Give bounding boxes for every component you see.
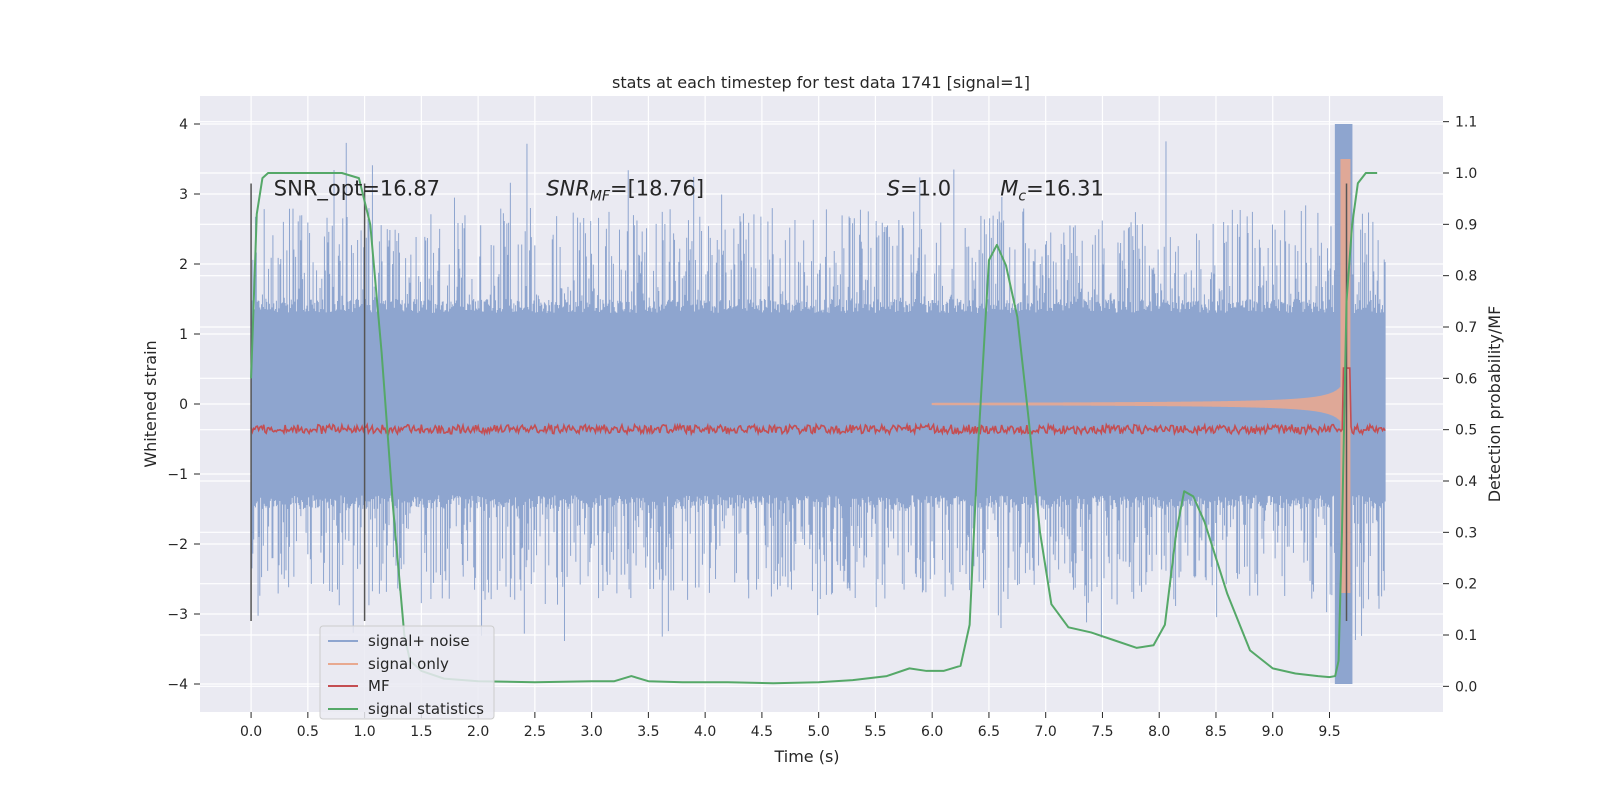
annotations: SNR_opt=16.87 SNRMF=[18.76] S=1.0 Mc=16.31 (274, 177, 1104, 205)
legend-label-mf: MF (368, 677, 390, 695)
legend-label-signal-only: signal only (368, 655, 449, 673)
y-tick-label: 1 (179, 327, 188, 343)
y-axis-label: Whitened strain (141, 340, 160, 467)
y2-tick-label: 0.3 (1455, 525, 1477, 541)
x-tick-label: 2.0 (467, 724, 489, 740)
y2-tick-label: 0.5 (1455, 423, 1477, 439)
x-tick-label: 4.5 (751, 724, 773, 740)
mf-line (250, 367, 1386, 437)
x-tick-label: 3.0 (580, 724, 602, 740)
x-tick-label: 5.0 (808, 724, 830, 740)
x-tick-label: 7.0 (1035, 724, 1057, 740)
y-tick-label: 0 (179, 397, 188, 413)
x-tick-label: 0.0 (240, 724, 262, 740)
x-tick-label: 5.5 (864, 724, 886, 740)
y-tick-label: −1 (167, 467, 188, 483)
x-tick-label: 2.5 (524, 724, 546, 740)
annotation-text: SNR_opt=16.87 (274, 177, 440, 202)
chart-title: stats at each timestep for test data 174… (612, 73, 1030, 92)
y-tick-label: −3 (167, 607, 188, 623)
annotation-text: Mc=16.31 (1000, 177, 1104, 205)
y2-tick-label: 0.1 (1455, 628, 1477, 644)
y2-tick-label: 1.1 (1455, 115, 1477, 131)
x-tick-label: 4.0 (694, 724, 716, 740)
signal-only-series (931, 159, 1351, 593)
x-tick-label: 6.0 (921, 724, 943, 740)
legend-label-signal-statistics: signal statistics (368, 700, 484, 718)
x-axis-label: Time (s) (773, 747, 839, 766)
y-tick-label: 3 (179, 187, 188, 203)
x-tick-label: 1.0 (353, 724, 375, 740)
y-tick-label: −4 (167, 677, 188, 693)
x-tick-label: 8.0 (1148, 724, 1170, 740)
legend-box (319, 625, 495, 720)
x-tick-label: 9.0 (1262, 724, 1284, 740)
x-tick-label: 0.5 (297, 724, 319, 740)
y-tick-label: −2 (167, 537, 188, 553)
legend-label-signal-noise: signal+ noise (368, 632, 470, 650)
y2-tick-label: 0.0 (1455, 679, 1477, 695)
mf-series (250, 367, 1386, 437)
x-axis-ticks: 0.0 0.5 1.0 1.5 2.0 2.5 3.0 3.5 4.0 4.5 5.0 5.5 6.0 6… (240, 712, 1341, 740)
y2-tick-label: 0.9 (1455, 217, 1477, 233)
y2-axis-ticks: 0.0 0.1 0.2 0.3 0.4 0.5 0.6 0.7 0.8 0.9 1.0 1.1 (1443, 115, 1477, 695)
legend: signal+ noise signal only MF signal stat… (319, 625, 495, 720)
signal-statistics-series (250, 172, 1378, 685)
signal-statistics-line (250, 172, 1378, 685)
annotation-text: S=1.0 (887, 177, 951, 201)
x-tick-label: 6.5 (978, 724, 1000, 740)
y2-tick-label: 0.8 (1455, 269, 1477, 285)
signal-only-line (931, 159, 1351, 593)
y-tick-label: 4 (179, 117, 188, 133)
x-tick-label: 8.5 (1205, 724, 1227, 740)
y2-tick-label: 1.0 (1455, 166, 1477, 182)
x-tick-label: 7.5 (1091, 724, 1113, 740)
x-tick-label: 9.5 (1318, 724, 1340, 740)
y2-axis-label: Detection probability/MF (1485, 306, 1504, 503)
x-tick-label: 3.5 (637, 724, 659, 740)
y-axis-ticks: −4 −3 −2 −1 0 1 2 3 4 (167, 117, 200, 693)
x-tick-label: 1.5 (410, 724, 432, 740)
y2-tick-label: 0.6 (1455, 371, 1477, 387)
annotation-text: SNRMF=[18.76] (546, 177, 704, 205)
y2-tick-label: 0.7 (1455, 320, 1477, 336)
y-tick-label: 2 (179, 257, 188, 273)
y2-tick-label: 0.2 (1455, 577, 1477, 593)
marker-lines (250, 183, 1348, 621)
y2-tick-label: 0.4 (1455, 474, 1477, 490)
